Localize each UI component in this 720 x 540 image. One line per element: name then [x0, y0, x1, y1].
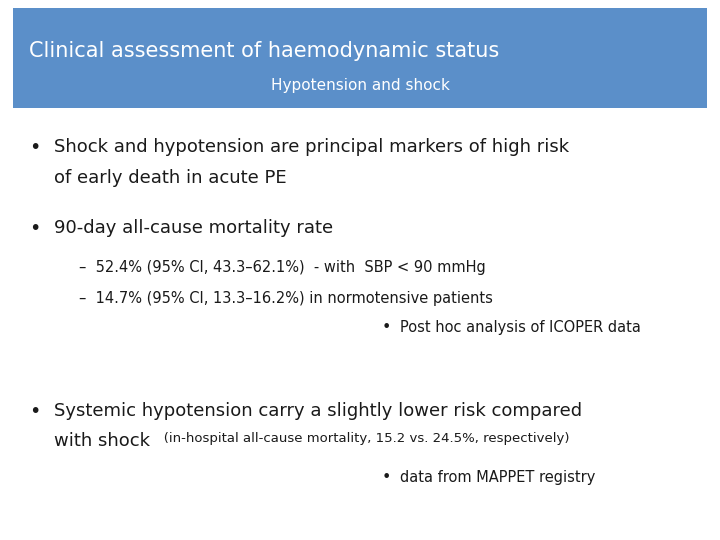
Text: Clinical assessment of haemodynamic status: Clinical assessment of haemodynamic stat… — [29, 41, 499, 62]
Text: Hypotension and shock: Hypotension and shock — [271, 78, 449, 93]
Text: with shock: with shock — [54, 432, 150, 450]
Text: –  52.4% (95% CI, 43.3–62.1%)  - with  SBP < 90 mmHg: – 52.4% (95% CI, 43.3–62.1%) - with SBP … — [79, 260, 486, 275]
Text: of early death in acute PE: of early death in acute PE — [54, 169, 287, 187]
Text: 90-day all-cause mortality rate: 90-day all-cause mortality rate — [54, 219, 333, 237]
Text: Shock and hypotension are principal markers of high risk: Shock and hypotension are principal mark… — [54, 138, 569, 156]
Text: •: • — [29, 402, 40, 421]
Text: •: • — [29, 138, 40, 157]
Text: Post hoc analysis of ICOPER data: Post hoc analysis of ICOPER data — [400, 320, 641, 335]
Text: Systemic hypotension carry a slightly lower risk compared: Systemic hypotension carry a slightly lo… — [54, 402, 582, 420]
Text: (in-hospital all-cause mortality, 15.2 vs. 24.5%, respectively): (in-hospital all-cause mortality, 15.2 v… — [151, 432, 570, 445]
Bar — [13, 8, 707, 108]
Text: •: • — [382, 320, 391, 335]
Text: –  14.7% (95% CI, 13.3–16.2%) in normotensive patients: – 14.7% (95% CI, 13.3–16.2%) in normoten… — [79, 291, 493, 306]
Text: •: • — [382, 470, 391, 485]
Text: •: • — [29, 219, 40, 238]
Text: data from MAPPET registry: data from MAPPET registry — [400, 470, 595, 485]
